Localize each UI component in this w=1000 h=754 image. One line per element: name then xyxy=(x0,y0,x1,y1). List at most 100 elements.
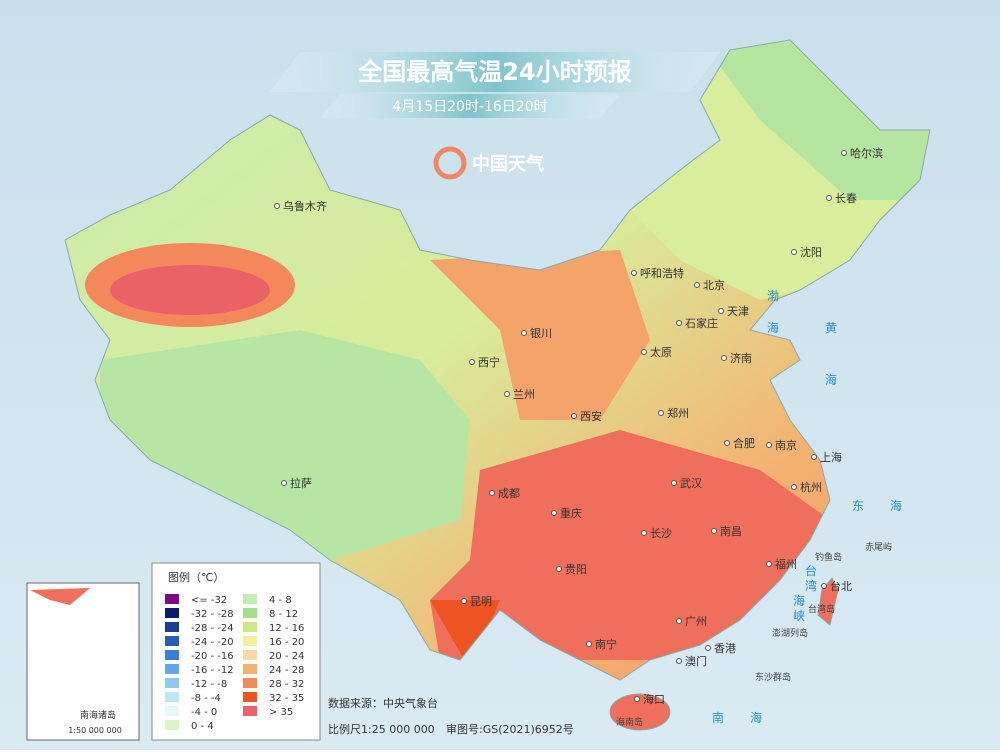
city-label: 呼和浩特 xyxy=(640,266,684,280)
city-dot xyxy=(766,561,772,567)
sea-label: 海 xyxy=(793,593,805,608)
legend-swatch xyxy=(165,650,179,660)
city-dot xyxy=(841,150,847,156)
legend-swatch xyxy=(165,678,179,688)
hainan xyxy=(609,693,671,731)
city-dot xyxy=(551,510,557,516)
legend-swatch xyxy=(243,678,257,688)
city-dot xyxy=(658,410,664,416)
city-dot xyxy=(676,658,682,664)
legend-label: -16 - -12 xyxy=(191,665,234,676)
city-label: 上海 xyxy=(820,450,842,464)
logo-text: 中国天气 xyxy=(472,153,544,175)
city-label: 银川 xyxy=(530,326,552,340)
city-label: 重庆 xyxy=(560,506,582,520)
legend-swatch xyxy=(165,720,179,730)
legend-label: -20 - -16 xyxy=(191,651,234,662)
legend-label: -4 - 0 xyxy=(191,707,217,718)
sea-label: 南 xyxy=(712,710,724,725)
approval-number: 审图号:GS(2021)6952号 xyxy=(446,722,574,736)
city-label: 昆明 xyxy=(470,595,492,608)
legend-swatch xyxy=(165,636,179,646)
sea-label: 渤 xyxy=(767,289,779,303)
sea-label: 台 xyxy=(805,563,817,578)
city-label: 长沙 xyxy=(650,527,672,540)
logo-icon xyxy=(433,146,467,180)
city-label: 西宁 xyxy=(478,355,500,369)
legend-swatch xyxy=(243,706,257,716)
legend-label: 8 - 12 xyxy=(269,609,298,620)
city-dot xyxy=(721,355,727,361)
city-label: 台北 xyxy=(830,579,852,593)
inset-scale: 1:50 000 000 xyxy=(68,726,122,735)
city-label: 天津 xyxy=(727,305,749,318)
city-label: 贵阳 xyxy=(565,563,587,576)
city-dot xyxy=(489,490,495,496)
city-label: 石家庄 xyxy=(685,316,718,330)
city-label: 成都 xyxy=(498,487,520,500)
city-dot xyxy=(571,413,577,419)
city-dot xyxy=(586,641,592,647)
legend-title: 图例（℃） xyxy=(168,570,224,584)
city-dot xyxy=(671,480,677,486)
legend-swatch xyxy=(243,594,257,604)
city-dot xyxy=(676,320,682,326)
legend-label: > 35 xyxy=(269,707,293,718)
legend-label: -12 - -8 xyxy=(191,679,227,690)
city-dot xyxy=(694,282,700,288)
city-dot xyxy=(791,484,797,490)
city-dot xyxy=(556,566,562,572)
city-label: 乌鲁木齐 xyxy=(283,199,327,213)
city-label: 北京 xyxy=(703,278,725,292)
legend-swatch xyxy=(243,692,257,702)
legend-label: 0 - 4 xyxy=(191,721,214,732)
city-label: 海口 xyxy=(643,692,665,706)
city-label: 太原 xyxy=(650,346,672,359)
city-dot xyxy=(676,618,682,624)
city-label: 沈阳 xyxy=(800,245,822,259)
subtitle-banner xyxy=(320,94,620,118)
inset-map xyxy=(26,582,140,741)
island-label: 赤尾屿 xyxy=(865,542,892,553)
legend-label: -28 - -24 xyxy=(191,623,234,634)
city-label: 广州 xyxy=(685,615,707,628)
city-label: 南宁 xyxy=(595,637,617,651)
legend-swatch xyxy=(165,622,179,632)
legend-label: -8 - -4 xyxy=(191,693,221,704)
scale: 比例尺1:25 000 000 xyxy=(328,722,435,736)
legend-swatch xyxy=(243,650,257,660)
city-dot xyxy=(641,530,647,536)
city-dot xyxy=(724,440,730,446)
sea-label: 黄 xyxy=(825,321,837,335)
inset-label: 南海诸岛 xyxy=(80,709,116,721)
city-dot xyxy=(469,359,475,365)
sea-label: 海 xyxy=(825,372,837,387)
legend-swatch xyxy=(165,608,179,618)
legend-label: <= -32 xyxy=(191,595,227,606)
city-label: 长春 xyxy=(835,192,857,205)
sea-label: 湾 xyxy=(805,578,817,593)
legend-swatch xyxy=(165,594,179,604)
legend-swatch xyxy=(243,664,257,674)
city-label: 杭州 xyxy=(800,480,822,494)
legend-label: 24 - 28 xyxy=(269,665,304,676)
sea-label: 海 xyxy=(767,320,779,335)
city-label: 合肥 xyxy=(733,436,755,450)
city-dot xyxy=(634,696,640,702)
island-label: 台湾岛 xyxy=(808,603,835,615)
island-label: 东沙群岛 xyxy=(755,671,791,683)
city-dot xyxy=(521,330,527,336)
city-dot xyxy=(791,249,797,255)
city-dot xyxy=(461,598,467,604)
city-dot xyxy=(705,645,711,651)
city-dot xyxy=(826,195,832,201)
city-dot xyxy=(631,270,637,276)
city-dot xyxy=(711,528,717,534)
city-label: 澳门 xyxy=(685,654,707,668)
city-label: 南京 xyxy=(775,438,797,452)
island-label: 澎湖列岛 xyxy=(772,627,808,639)
legend-label: -24 - -20 xyxy=(191,637,234,648)
island-label: 钓鱼岛 xyxy=(815,551,842,563)
sea-label: 海 xyxy=(890,498,902,513)
